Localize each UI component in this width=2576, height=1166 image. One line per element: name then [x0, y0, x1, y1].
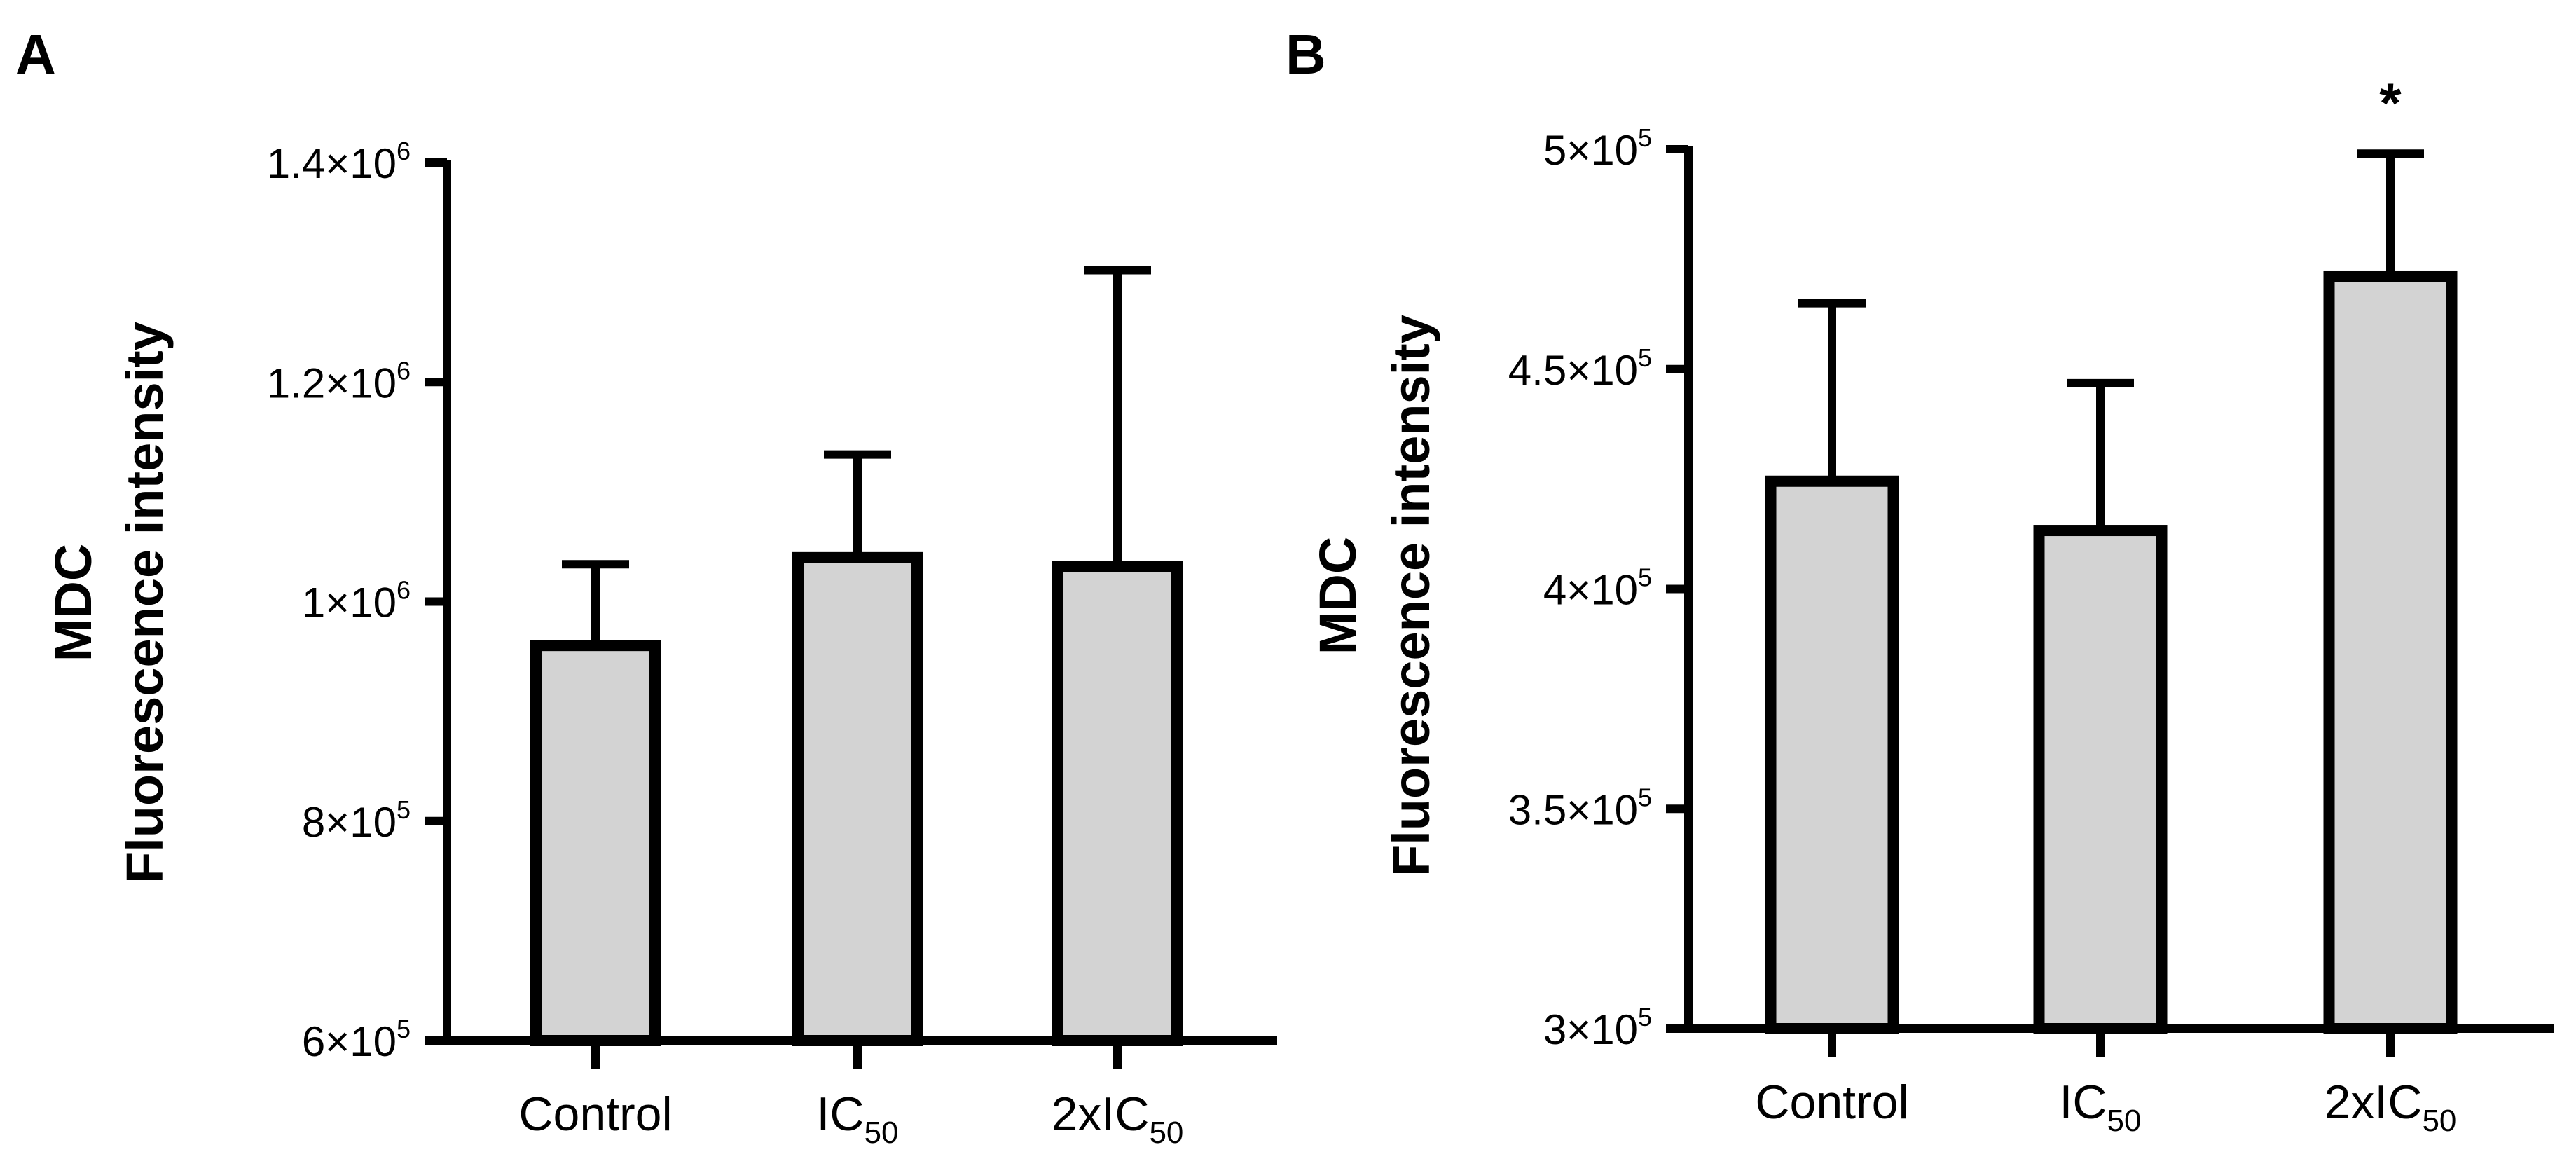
panel-letter: A [15, 23, 56, 85]
y-tick-label: 3.5×105 [1508, 783, 1652, 833]
y-tick-label: 4.5×105 [1508, 343, 1652, 394]
bar [530, 640, 661, 1046]
bar [2323, 270, 2458, 1035]
significance-mark: * [2379, 71, 2402, 134]
bar [1765, 475, 1899, 1034]
panel-b: B MDC Fluorescence intensity * 3×105 3.5×105 4… [1286, 23, 2554, 1138]
bar [2033, 525, 2168, 1034]
panel-letter: B [1286, 23, 1326, 85]
x-tick-label: IC50 [817, 1088, 899, 1150]
x-tick-label: Control [1755, 1076, 1908, 1129]
y-tick-label: 1×106 [302, 576, 411, 626]
x-tick-label: 2xIC50 [2324, 1076, 2457, 1138]
y-axis-title-line1: MDC [44, 544, 102, 662]
y-tick-label: 6×105 [302, 1015, 411, 1065]
y-tick-label: 1.2×106 [267, 356, 411, 406]
x-tick-label: IC50 [2060, 1076, 2142, 1138]
bar [792, 551, 923, 1046]
y-axis-title-line1: MDC [1309, 537, 1367, 655]
y-tick-label: 5×105 [1543, 123, 1652, 174]
y-tick-label: 8×105 [302, 795, 411, 846]
y-axis-title-line2: Fluorescence intensity [116, 322, 174, 884]
bar [1052, 561, 1183, 1046]
y-axis-title-line2: Fluorescence intensity [1382, 315, 1440, 877]
y-tick-label: 1.4×106 [267, 137, 411, 187]
y-tick-label: 3×105 [1543, 1003, 1652, 1053]
x-tick-label: 2xIC50 [1052, 1088, 1184, 1150]
y-tick-label: 4×105 [1543, 563, 1652, 614]
x-tick-label: Control [518, 1088, 672, 1141]
panel-a: A MDC Fluorescence intensity 6×105 8×105 1×10… [15, 23, 1277, 1150]
